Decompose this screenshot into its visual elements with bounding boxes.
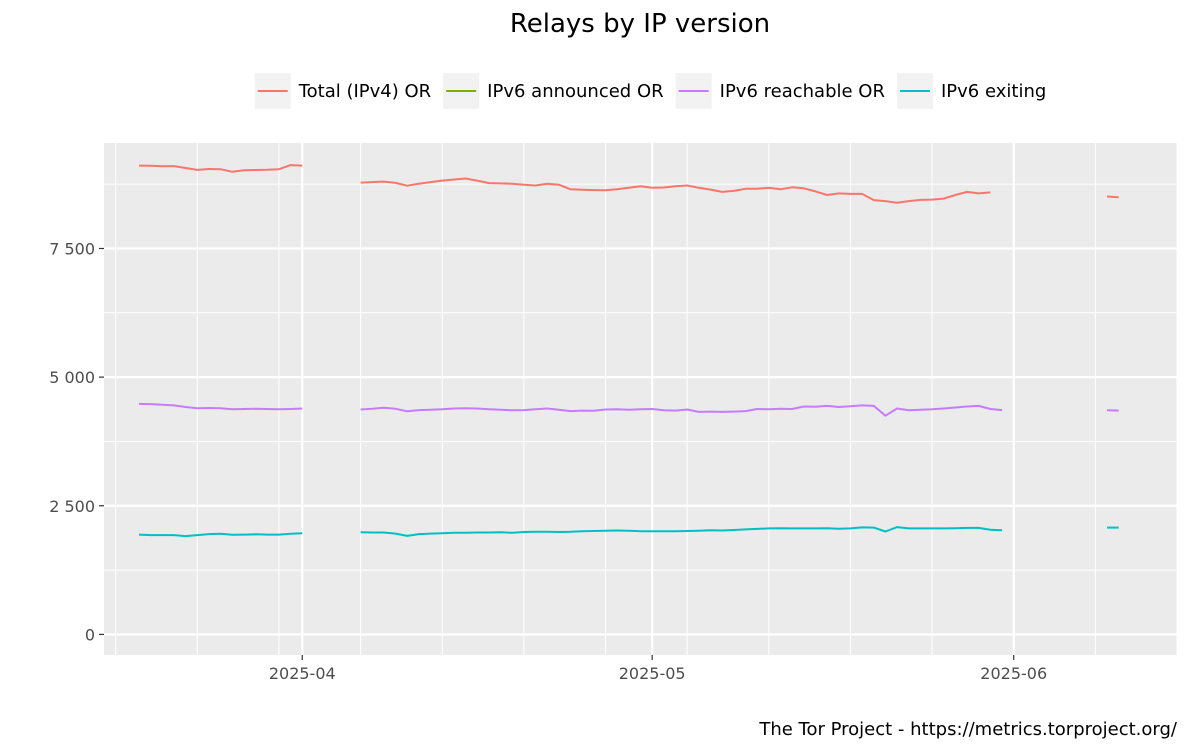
series-line-ipv6-exiting — [360, 526, 1003, 537]
legend-item-ipv6-announced-or: IPv6 announced OR — [443, 73, 664, 109]
x-tick-label: 2025-05 — [619, 664, 686, 683]
y-tick-label: 7 500 — [49, 239, 95, 258]
chart-caption: The Tor Project - https://metrics.torpro… — [758, 719, 1178, 740]
x-axis: 2025-04 2025-05 2025-06 — [269, 655, 1047, 683]
legend-item-ipv6-exiting: IPv6 exiting — [896, 73, 1046, 109]
series-line-ipv6-exiting — [138, 532, 303, 538]
series-line-total-ipv4-or — [360, 177, 991, 204]
series-line-ipv6-reachable-or — [360, 404, 1003, 417]
y-tick-label: 2 500 — [49, 497, 95, 516]
legend-label: IPv6 announced OR — [487, 81, 663, 102]
y-axis: 0 2 500 5 000 7 500 — [49, 239, 104, 644]
chart-title: Relays by IP version — [510, 9, 770, 39]
series-line-total-ipv4-or — [1106, 195, 1119, 199]
legend: Total (IPv4) OR IPv6 announced OR IPv6 rea… — [254, 73, 1046, 109]
grid-major — [104, 143, 1177, 655]
y-tick-label: 0 — [85, 625, 95, 644]
legend-label: IPv6 reachable OR — [720, 81, 885, 102]
x-tick-label: 2025-06 — [980, 664, 1047, 683]
series-line-total-ipv4-or — [138, 164, 303, 173]
legend-item-total-ipv4-or: Total (IPv4) OR — [254, 73, 431, 109]
legend-label: Total (IPv4) OR — [298, 81, 431, 102]
x-tick-label: 2025-04 — [269, 664, 336, 683]
legend-label: IPv6 exiting — [941, 81, 1046, 102]
grid-minor — [104, 143, 1178, 655]
series-line-ipv6-reachable-or — [138, 402, 303, 411]
y-tick-label: 5 000 — [49, 368, 95, 387]
series-lines — [138, 164, 1119, 538]
legend-item-ipv6-reachable-or: IPv6 reachable OR — [675, 73, 885, 109]
plot-panel — [104, 143, 1177, 655]
